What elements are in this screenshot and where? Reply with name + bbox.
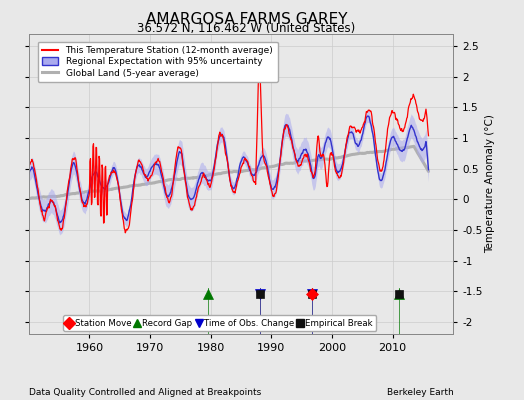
Text: 36.572 N, 116.462 W (United States): 36.572 N, 116.462 W (United States) bbox=[137, 22, 355, 36]
Text: Berkeley Earth: Berkeley Earth bbox=[387, 388, 453, 397]
Text: Data Quality Controlled and Aligned at Breakpoints: Data Quality Controlled and Aligned at B… bbox=[29, 388, 261, 397]
Y-axis label: Temperature Anomaly (°C): Temperature Anomaly (°C) bbox=[485, 114, 495, 254]
Text: AMARGOSA FARMS GAREY: AMARGOSA FARMS GAREY bbox=[146, 12, 347, 27]
Legend: Station Move, Record Gap, Time of Obs. Change, Empirical Break: Station Move, Record Gap, Time of Obs. C… bbox=[63, 315, 376, 331]
